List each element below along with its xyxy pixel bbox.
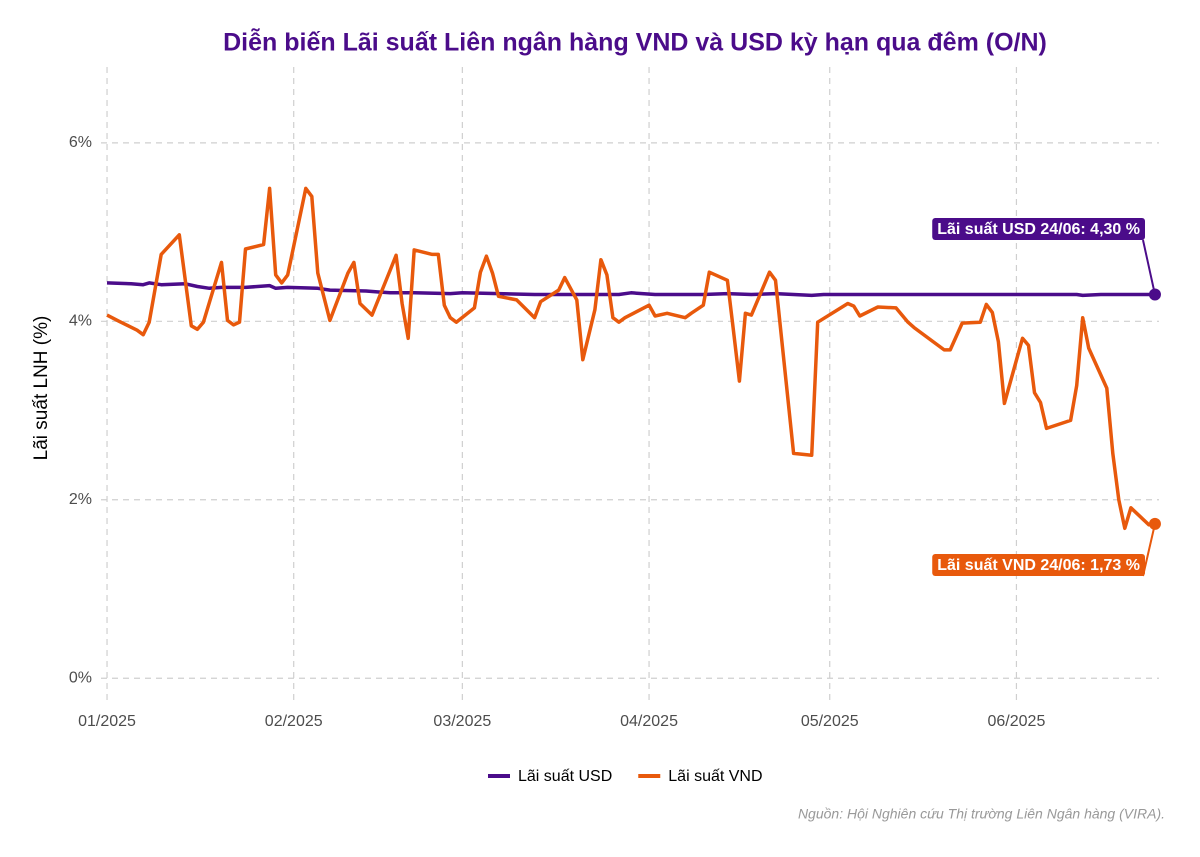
series-line (106, 186, 1156, 531)
chart-title: Diễn biến Lãi suất Liên ngân hàng VND và… (223, 27, 1047, 57)
y-tick-label: 4% (69, 313, 92, 330)
plot-area (106, 186, 1161, 531)
annotation-text: Lãi suất USD 24/06: 4,30 % (937, 221, 1140, 238)
annotations: Lãi suất USD 24/06: 4,30 % Lãi suất VND 2… (932, 218, 1156, 577)
y-tick-label: 2% (69, 491, 92, 508)
annotation-connector (1142, 523, 1156, 577)
legend-label: Lãi suất VND (668, 768, 762, 785)
x-tick-label: 04/2025 (620, 713, 678, 730)
x-tick-label: 01/2025 (78, 713, 136, 730)
annotation-text: Lãi suất VND 24/06: 1,73 % (937, 557, 1140, 574)
legend-label: Lãi suất USD (518, 768, 612, 785)
y-axis-label: Lãi suất LNH (%) (31, 316, 52, 461)
annotation-connector (1142, 239, 1156, 295)
source-note: Nguồn: Hội Nghiên cứu Thị trường Liên Ng… (798, 806, 1165, 822)
grid: 0% 2% 4% 6% 01/2025 02/2025 03/2025 04/2025 05/2… (69, 67, 1159, 730)
x-tick-label: 05/2025 (801, 713, 859, 730)
legend: Lãi suất USD Lãi suất VND (488, 768, 763, 785)
y-tick-label: 6% (69, 134, 92, 151)
x-tick-label: 02/2025 (265, 713, 323, 730)
annotation-box (932, 554, 1145, 576)
x-tick-label: 06/2025 (988, 713, 1046, 730)
annotation-box (932, 218, 1145, 240)
series-line (106, 281, 1155, 298)
y-tick-label: 0% (69, 669, 92, 686)
x-tick-label: 03/2025 (433, 713, 491, 730)
